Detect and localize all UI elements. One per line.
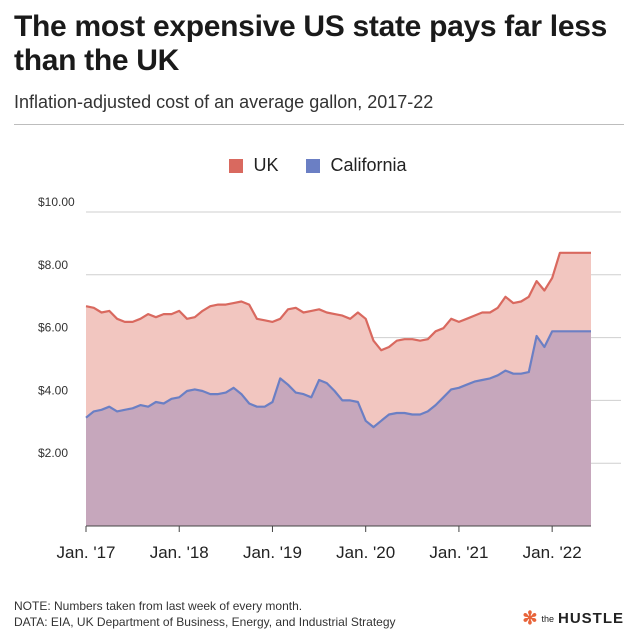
x-tick-label: Jan. '19 — [243, 543, 302, 562]
y-tick-label: $6.00 — [38, 321, 68, 335]
x-tick-label: Jan. '22 — [523, 543, 582, 562]
x-tick-label: Jan. '17 — [56, 543, 115, 562]
chart-subtitle: Inflation-adjusted cost of an average ga… — [14, 92, 434, 112]
y-tick-label: $4.00 — [38, 383, 68, 397]
logo-hustle: HUSTLE — [558, 610, 624, 627]
california-area — [86, 331, 591, 526]
data-source-line: DATA: EIA, UK Department of Business, En… — [14, 615, 396, 629]
legend-label-california: California — [330, 155, 407, 175]
legend-swatch-california — [306, 158, 321, 173]
legend-swatch-uk — [229, 158, 244, 173]
note-line: NOTE: Numbers taken from last week of ev… — [14, 599, 303, 613]
chart-notes: NOTE: Numbers taken from last week of ev… — [14, 598, 396, 630]
legend-item-uk: UK — [229, 155, 278, 176]
x-tick-label: Jan. '18 — [150, 543, 209, 562]
y-tick-label: $2.00 — [38, 446, 68, 460]
california-line — [85, 330, 591, 429]
y-tick-label: $8.00 — [38, 258, 68, 272]
sprocket-icon: ✻ — [522, 608, 538, 628]
chart-title: The most expensive US state pays far les… — [14, 10, 607, 77]
legend: UK California — [0, 155, 636, 176]
title-divider — [14, 124, 624, 125]
x-tick-label: Jan. '20 — [336, 543, 395, 562]
y-tick-label: $10.00 — [38, 195, 75, 209]
legend-item-california: California — [306, 155, 407, 176]
legend-label-uk: UK — [253, 155, 279, 175]
x-tick-label: Jan. '21 — [429, 543, 488, 562]
logo-the: the — [541, 613, 554, 624]
uk-line — [85, 251, 591, 352]
hustle-logo: ✻ the HUSTLE — [522, 608, 624, 629]
